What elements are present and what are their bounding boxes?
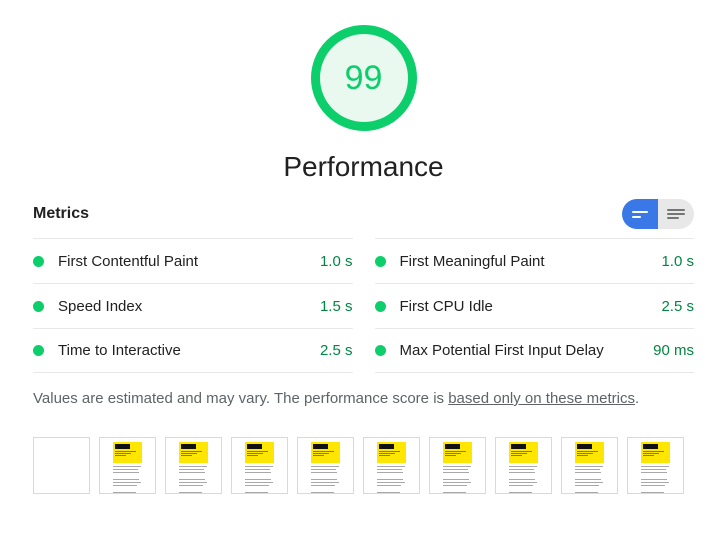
score-value: 99 (344, 58, 383, 97)
metric-row-time-to-interactive: Time to Interactive 2.5 s (33, 328, 353, 373)
metrics-view-toggle (622, 199, 694, 229)
metrics-header: Metrics (33, 199, 694, 229)
thumbnail-logo (445, 444, 460, 449)
thumbnail-logo (115, 444, 130, 449)
metric-row-first-cpu-idle: First CPU Idle 2.5 s (374, 283, 694, 328)
expanded-view-icon (667, 209, 685, 211)
scoring-calculator-link[interactable]: based only on these metrics (448, 390, 635, 407)
metrics-section: Metrics First Contentful Paint 1.0 s Spe… (33, 199, 694, 407)
thumbnail-logo (643, 444, 658, 449)
filmstrip-frame-page (297, 437, 354, 494)
filmstrip (33, 437, 694, 494)
thumbnail-header (113, 442, 142, 463)
condensed-view-button[interactable] (622, 199, 658, 229)
filmstrip-frame-page (495, 437, 552, 494)
thumbnail-header (509, 442, 538, 463)
thumbnail-header (245, 442, 274, 463)
score-ring: 99 (310, 25, 417, 131)
thumbnail-header (311, 442, 340, 463)
metrics-heading: Metrics (33, 205, 90, 222)
metrics-grid: First Contentful Paint 1.0 s Speed Index… (33, 238, 694, 373)
thumbnail-logo (511, 444, 526, 449)
pass-dot-icon (374, 300, 386, 312)
metric-row-speed-index: Speed Index 1.5 s (33, 283, 353, 328)
thumbnail-header (575, 442, 604, 463)
filmstrip-frame-page (363, 437, 420, 494)
pass-dot-icon (33, 300, 44, 312)
filmstrip-frame-page (231, 437, 288, 494)
thumbnail-header (377, 442, 406, 463)
thumbnail-header (641, 442, 670, 463)
metrics-disclaimer: Values are estimated and may vary. The p… (33, 390, 640, 407)
pass-dot-icon (374, 345, 386, 356)
filmstrip-frame-page (561, 437, 618, 494)
pass-dot-icon (33, 345, 44, 356)
thumbnail-logo (379, 444, 394, 449)
thumbnail-logo (247, 444, 262, 449)
condensed-view-icon (632, 210, 648, 213)
filmstrip-frame-page (99, 437, 156, 494)
thumbnail-header (179, 442, 208, 463)
filmstrip-frame-blank (33, 437, 90, 494)
metric-row-max-potential-fid: Max Potential First Input Delay 90 ms (374, 328, 694, 373)
performance-gauge: 99 (0, 25, 727, 131)
filmstrip-frame-page (627, 437, 684, 494)
thumbnail-logo (313, 444, 328, 449)
thumbnail-header (443, 442, 472, 463)
filmstrip-frame-page (165, 437, 222, 494)
thumbnail-logo (181, 444, 196, 449)
thumbnail-logo (577, 444, 592, 449)
category-title: Performance (283, 151, 444, 182)
metric-row-first-contentful-paint: First Contentful Paint 1.0 s (33, 238, 353, 283)
expanded-view-button[interactable] (658, 199, 694, 229)
pass-dot-icon (33, 255, 44, 267)
metric-row-first-meaningful-paint: First Meaningful Paint 1.0 s (374, 238, 694, 283)
filmstrip-frame-page (429, 437, 486, 494)
pass-dot-icon (374, 255, 386, 267)
